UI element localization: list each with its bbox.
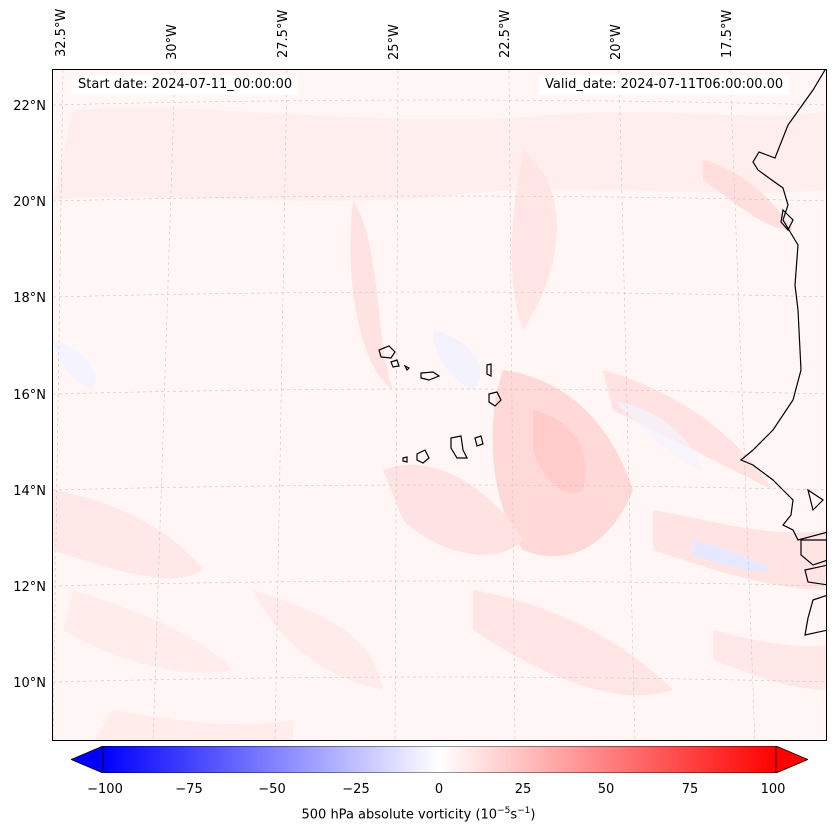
coastlines [739,70,826,636]
lon-label-30w: 30°W [165,24,180,60]
lon-label-27-5w: 27.5°W [276,9,291,58]
colorbar [69,745,810,774]
colorbar-tick-label: −75 [175,782,203,797]
vorticity-map [52,69,827,741]
lon-label-22-5w: 22.5°W [498,9,513,58]
colorbar-title: 500 hPa absolute vorticity (10−5s−1) [301,806,536,823]
lat-label-14n: 14°N [13,484,46,499]
lon-label-17-5w: 17.5°W [720,9,735,58]
lat-label-10n: 10°N [13,676,46,691]
vorticity-field [53,70,826,740]
colorbar-gradient [69,745,810,774]
graticule [53,70,826,740]
colorbar-tick-label: 0 [434,782,444,797]
africa-coastline [739,70,826,541]
colorbar-tick-label: 75 [681,782,699,797]
valid-date-label: Valid_date: 2024-07-11T06:00:00.00 [539,75,790,95]
colorbar-tick-label: −50 [258,782,286,797]
colorbar-tick-label: 100 [760,782,786,797]
lat-label-18n: 18°N [13,291,46,306]
lon-label-32-5w: 32.5°W [54,8,69,57]
colorbar-tick-label: −100 [87,782,123,797]
lon-label-20w: 20°W [609,24,624,60]
colorbar-tick-label: −25 [342,782,370,797]
lat-label-12n: 12°N [13,580,46,595]
lat-label-22n: 22°N [13,99,46,114]
lon-label-25w: 25°W [387,24,402,60]
colorbar-tick-label: 25 [514,782,532,797]
lat-label-16n: 16°N [13,388,46,403]
map-canvas [53,70,826,740]
colorbar-tick-label: 50 [597,782,615,797]
start-date-label: Start date: 2024-07-11_00:00:00 [72,75,299,95]
cape-verde-islands [378,345,502,464]
lat-label-20n: 20°N [13,195,46,210]
